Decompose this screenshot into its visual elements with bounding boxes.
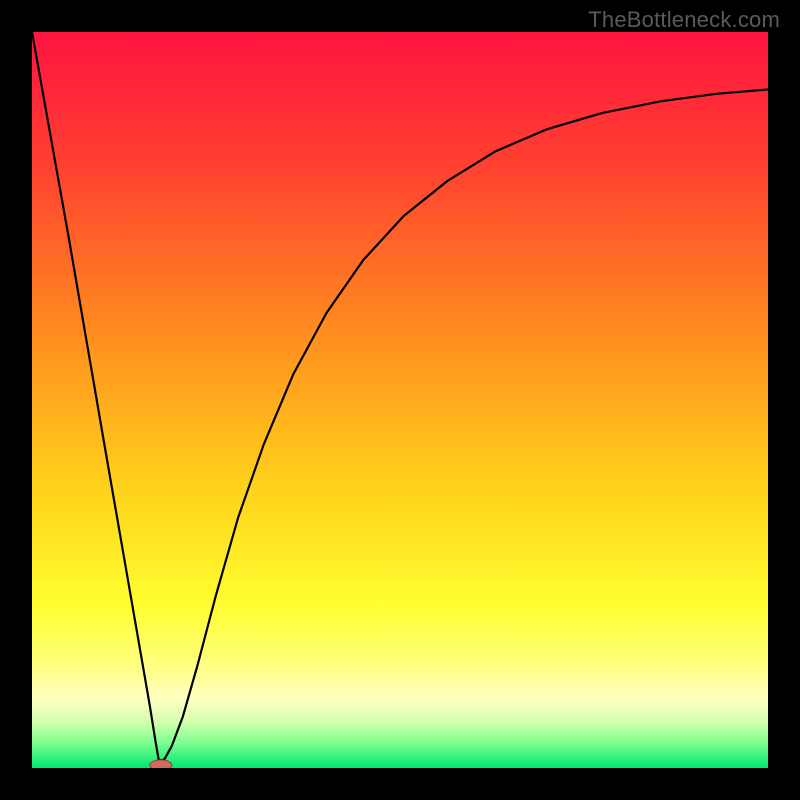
plot-area: [32, 32, 768, 770]
watermark-text: TheBottleneck.com: [588, 7, 780, 33]
chart-svg: [0, 0, 800, 800]
bottleneck-chart: TheBottleneck.com: [0, 0, 800, 800]
